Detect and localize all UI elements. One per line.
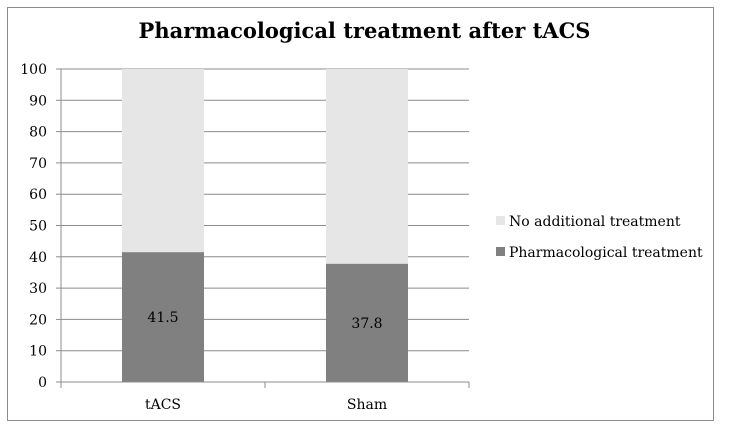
bar-tacs-series-0 xyxy=(122,252,204,382)
y-tick-label: 60 xyxy=(29,187,47,203)
data-label: 41.5 xyxy=(147,310,178,326)
legend-swatch xyxy=(496,247,505,256)
bar-tacs-series-1 xyxy=(122,69,204,253)
labels: 0 10 20 30 40 50 60 70 80 90 100 41.5 tACS 37.8 Sham xyxy=(20,62,387,413)
bar-sham-series-1 xyxy=(326,69,408,264)
y-tick-label: 10 xyxy=(29,344,47,360)
y-tick-label: 30 xyxy=(29,281,47,297)
bars xyxy=(122,69,408,382)
x-category-label: Sham xyxy=(347,397,387,413)
legend-swatch xyxy=(496,216,505,225)
legend-label: No additional treatment xyxy=(509,214,681,230)
y-tick-label: 70 xyxy=(29,156,47,172)
y-tick-label: 100 xyxy=(20,62,47,78)
axes xyxy=(56,68,470,388)
y-tick-label: 20 xyxy=(29,312,47,328)
bar-sham-series-0 xyxy=(326,263,408,382)
x-category-label: tACS xyxy=(145,397,181,413)
y-tick-label: 80 xyxy=(29,125,47,141)
y-tick-label: 40 xyxy=(29,250,47,266)
legend-label: Pharmacological treatment xyxy=(509,245,703,261)
chart-title: Pharmacological treatment after tACS xyxy=(138,18,591,43)
y-tick-label: 0 xyxy=(38,375,47,391)
y-tick-label: 50 xyxy=(29,219,47,235)
data-label: 37.8 xyxy=(351,316,382,332)
y-tick-label: 90 xyxy=(29,93,47,109)
legend: No additional treatment Pharmacological t… xyxy=(496,214,703,261)
